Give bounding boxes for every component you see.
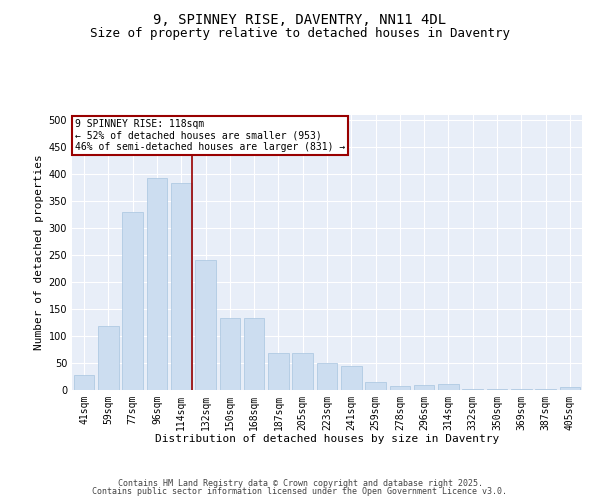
Bar — [414, 384, 434, 390]
Bar — [122, 212, 143, 390]
Bar — [511, 389, 532, 390]
Bar — [317, 363, 337, 390]
Bar — [146, 178, 167, 390]
Bar — [560, 388, 580, 390]
Bar — [74, 376, 94, 390]
Text: Contains HM Land Registry data © Crown copyright and database right 2025.: Contains HM Land Registry data © Crown c… — [118, 478, 482, 488]
Bar — [220, 318, 240, 390]
Bar — [341, 366, 362, 390]
Text: Contains public sector information licensed under the Open Government Licence v3: Contains public sector information licen… — [92, 487, 508, 496]
Text: 9 SPINNEY RISE: 118sqm
← 52% of detached houses are smaller (953)
46% of semi-de: 9 SPINNEY RISE: 118sqm ← 52% of detached… — [74, 119, 345, 152]
Bar — [268, 353, 289, 390]
Bar — [389, 386, 410, 390]
Bar — [438, 384, 459, 390]
Text: Size of property relative to detached houses in Daventry: Size of property relative to detached ho… — [90, 28, 510, 40]
Bar — [292, 353, 313, 390]
Bar — [98, 326, 119, 390]
Bar — [195, 260, 216, 390]
Bar — [535, 389, 556, 390]
X-axis label: Distribution of detached houses by size in Daventry: Distribution of detached houses by size … — [155, 434, 499, 444]
Y-axis label: Number of detached properties: Number of detached properties — [34, 154, 44, 350]
Bar — [244, 318, 265, 390]
Bar — [365, 382, 386, 390]
Bar — [487, 389, 508, 390]
Bar — [171, 184, 191, 390]
Text: 9, SPINNEY RISE, DAVENTRY, NN11 4DL: 9, SPINNEY RISE, DAVENTRY, NN11 4DL — [154, 12, 446, 26]
Bar — [463, 389, 483, 390]
